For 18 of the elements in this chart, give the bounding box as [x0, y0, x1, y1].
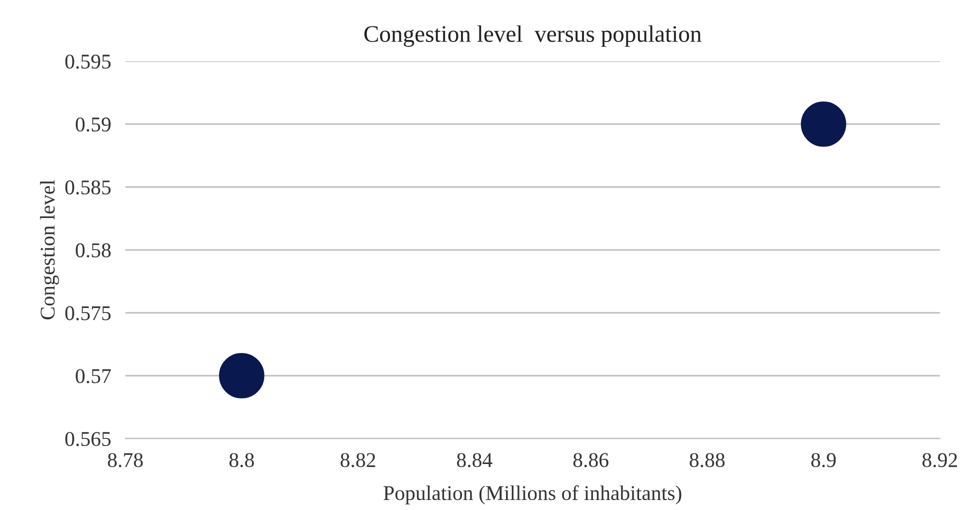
x-tick-label: 8.8 — [229, 453, 254, 468]
x-tick-label: 8.84 — [456, 453, 492, 468]
y-tick-label: 0.595 — [65, 54, 111, 69]
y-tick-label: 0.575 — [65, 306, 111, 320]
y-tick-label: 0.58 — [76, 243, 111, 258]
x-tick-label: 8.88 — [690, 453, 725, 468]
x-axis-title: Population (Millions of inhabitants) — [384, 485, 682, 504]
x-tick-label: 8.78 — [108, 453, 143, 468]
y-tick-label: 0.585 — [65, 180, 111, 195]
x-tick-label: 8.92 — [922, 453, 957, 468]
x-tick-label: 8.82 — [340, 453, 376, 468]
y-tick-label: 0.57 — [76, 369, 111, 384]
y-tick-label: 0.565 — [65, 432, 111, 446]
x-tick-label: 8.86 — [573, 453, 608, 468]
x-tick-label: 8.9 — [811, 453, 836, 468]
y-axis-title: Congestion level — [40, 180, 59, 320]
chart-title: Congestion level versus population — [364, 25, 702, 47]
y-tick-label: 0.59 — [76, 117, 111, 132]
